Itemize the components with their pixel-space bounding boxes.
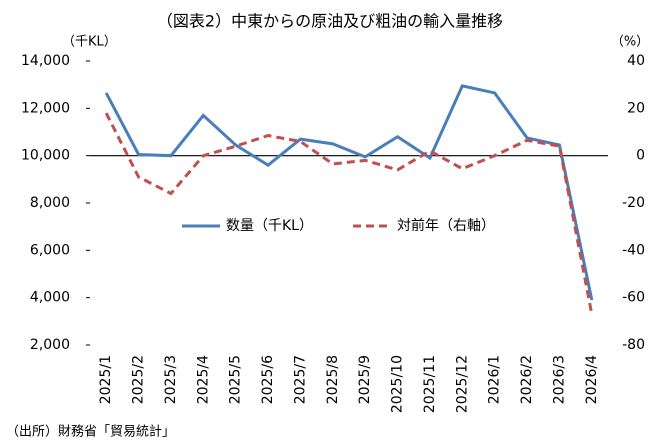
x-tick-label: 2025/10 <box>390 355 406 413</box>
x-tick-label: 2025/12 <box>454 355 470 413</box>
y2-tick-label: -60 <box>622 290 645 306</box>
x-tick-label: 2025/3 <box>163 355 179 404</box>
series-line <box>104 112 594 315</box>
x-tick-label: 2025/7 <box>292 355 308 404</box>
y2-tick-label: 40 <box>627 53 645 69</box>
y2-tick-label: -40 <box>622 242 645 258</box>
x-tick-label: 2025/6 <box>260 355 276 404</box>
y-tick-label: 10,000 <box>21 148 70 164</box>
y-axis-unit: （千KL） <box>62 35 117 50</box>
y-tick-label: 6,000 <box>30 242 70 258</box>
series-line <box>104 84 594 301</box>
x-tick-label: 2025/8 <box>325 355 341 404</box>
x-tick-label: 2025/4 <box>195 355 211 404</box>
y2-tick-label: 0 <box>636 148 645 164</box>
x-tick-label: 2025/11 <box>422 355 438 413</box>
source-note: （出所）財務省「貿易統計」 <box>6 424 175 440</box>
x-tick-label: 2025/9 <box>357 355 373 404</box>
y2-tick-label: -20 <box>622 195 645 211</box>
y-tick-label: 8,000 <box>30 195 70 211</box>
y-tick-label: 12,000 <box>21 100 70 116</box>
y2-axis-unit: （%） <box>611 35 649 50</box>
x-tick-label: 2026/3 <box>551 355 567 404</box>
y-tick-label: 2,000 <box>30 337 70 353</box>
y2-tick-label: -80 <box>622 337 645 353</box>
x-tick-label: 2026/1 <box>487 355 503 404</box>
y-tick-label: 14,000 <box>21 53 70 69</box>
x-tick-label: 2025/1 <box>98 355 114 404</box>
y2-tick-label: 20 <box>627 100 645 116</box>
x-tick-label: 2026/4 <box>584 355 600 404</box>
legend-label: 数量（千KL） <box>226 218 313 234</box>
x-tick-label: 2025/2 <box>131 355 147 404</box>
chart-title: （図表2）中東からの原油及び粗油の輸入量推移 <box>157 12 503 31</box>
y-tick-label: 4,000 <box>30 290 70 306</box>
legend-label: 対前年（右軸） <box>397 217 495 234</box>
x-tick-label: 2026/2 <box>519 355 535 404</box>
x-tick-label: 2025/5 <box>228 355 244 404</box>
